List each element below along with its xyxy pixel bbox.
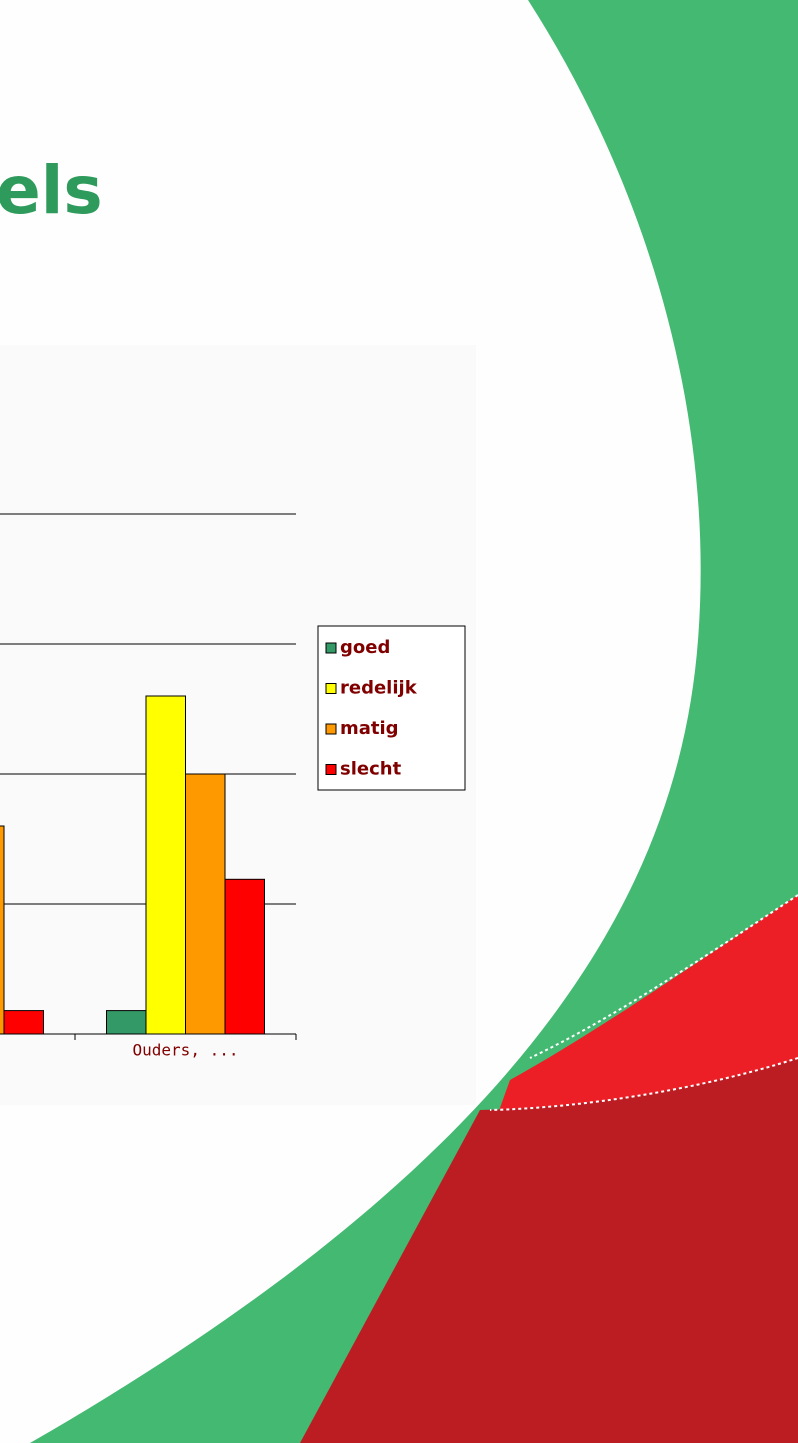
legend-label: matig bbox=[340, 718, 399, 739]
legend-swatch bbox=[325, 723, 337, 735]
bar bbox=[224, 878, 265, 1035]
bar bbox=[145, 695, 186, 1035]
legend-label: goed bbox=[340, 637, 390, 658]
chart-title: els bbox=[0, 152, 103, 229]
legend-box bbox=[317, 625, 466, 791]
legend-swatch bbox=[325, 764, 337, 775]
bar bbox=[0, 825, 5, 1035]
legend-label: slecht bbox=[340, 759, 402, 780]
dotted-line bbox=[489, 1057, 798, 1111]
dark-red-band bbox=[300, 1058, 798, 1443]
dotted-line bbox=[529, 894, 798, 1059]
legend-swatch bbox=[325, 683, 337, 694]
x-tick-label: Ouders, ... bbox=[133, 1041, 239, 1060]
bar bbox=[106, 1010, 147, 1035]
legend-label: redelijk bbox=[340, 678, 418, 699]
legend: goed redelijk matig slecht bbox=[325, 637, 418, 780]
bar bbox=[3, 1010, 44, 1035]
plot: rsOuders, ... bbox=[0, 513, 297, 1060]
legend-swatch bbox=[325, 642, 337, 654]
bar bbox=[185, 773, 226, 1035]
